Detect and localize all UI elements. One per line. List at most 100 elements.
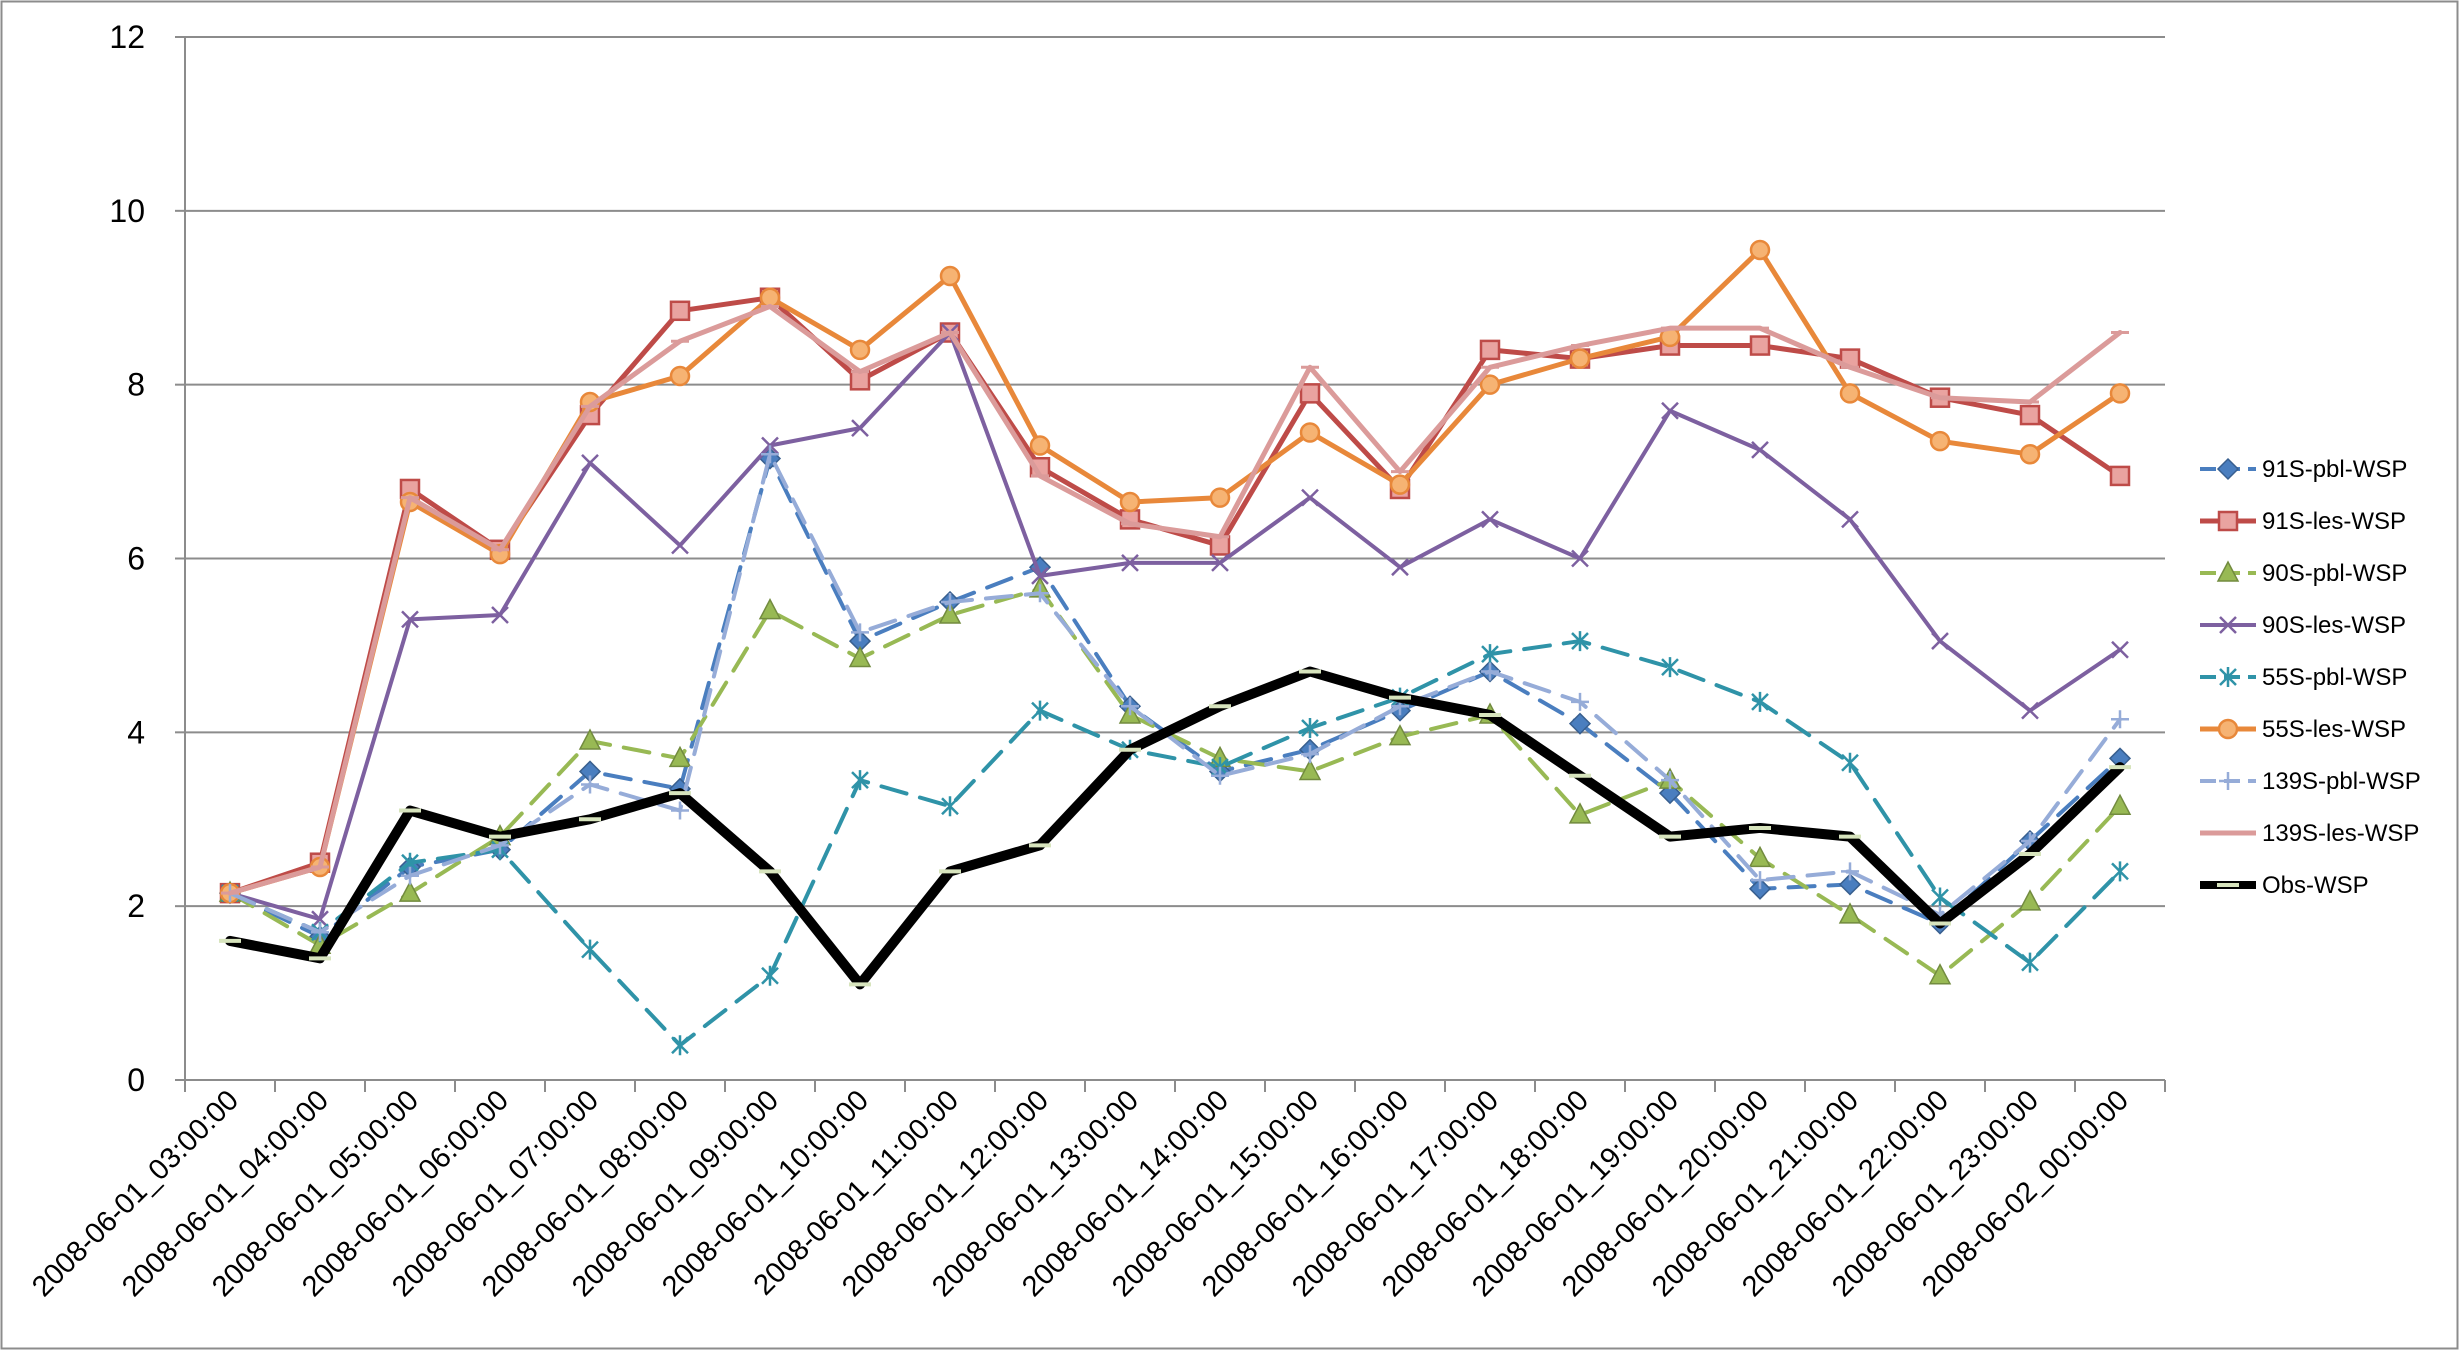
data-point: [398, 880, 422, 902]
series-line: [228, 639, 2122, 1048]
legend-label: 55S-les-WSP: [2262, 716, 2406, 743]
data-point: [849, 339, 871, 361]
data-point: [941, 796, 959, 817]
data-point: [1298, 758, 1322, 781]
data-point: [1568, 712, 1592, 735]
series-layer: [218, 239, 2132, 1056]
data-point: [2111, 861, 2129, 882]
data-point: [1661, 657, 1679, 678]
data-point: [1031, 566, 1049, 585]
legend: 91S-pbl-WSP 91S-les-WSP 90S-pbl-WSP 90S-les…: [2200, 456, 2421, 899]
data-point: [311, 923, 329, 942]
data-point: [671, 1035, 689, 1056]
data-point: [668, 745, 692, 768]
data-point: [2108, 793, 2132, 815]
legend-label: 139S-pbl-WSP: [2262, 768, 2421, 795]
data-point: [851, 419, 869, 438]
data-point: [1569, 348, 1591, 369]
data-point: [491, 606, 509, 624]
data-point: [938, 602, 962, 624]
data-point: [1479, 339, 1501, 361]
data-point: [1031, 700, 1049, 721]
data-point: [1751, 691, 1769, 712]
y-tick-label: 0: [127, 1062, 145, 1098]
data-point: [1929, 430, 1951, 452]
data-point: [1211, 553, 1229, 572]
data-point: [1301, 717, 1319, 738]
data-point: [2021, 701, 2039, 720]
data-point: [1751, 871, 1769, 890]
data-point: [1388, 724, 1412, 746]
data-point: [669, 300, 691, 322]
data-point: [2019, 404, 2041, 426]
legend-entry: 91S-les-WSP: [2200, 508, 2406, 535]
y-tick-label: 10: [109, 193, 145, 229]
legend-label: 91S-pbl-WSP: [2262, 456, 2407, 483]
data-point: [581, 775, 599, 794]
data-point: [1209, 487, 1231, 508]
legend-entry: 55S-les-WSP: [2200, 716, 2406, 743]
series-line: [228, 330, 2122, 922]
data-point: [758, 598, 782, 620]
series-line: [228, 586, 2122, 978]
data-point: [2111, 640, 2129, 659]
y-tick-label: 6: [127, 541, 145, 577]
data-point: [1748, 845, 1772, 868]
series-55S-pbl-WSP: [221, 631, 2129, 1056]
data-point: [1841, 752, 1859, 773]
data-point: [2217, 718, 2239, 740]
series-90S-pbl-WSP: [218, 576, 2132, 985]
series-Obs-WSP: [219, 666, 2131, 990]
data-point: [311, 910, 329, 929]
data-point: [1029, 435, 1051, 456]
data-point: [1571, 631, 1589, 652]
data-point: [671, 536, 689, 555]
series-55S-les-WSP: [219, 239, 2131, 904]
data-point: [851, 623, 869, 642]
data-point: [939, 265, 961, 287]
data-point: [1119, 491, 1141, 513]
data-point: [2219, 772, 2237, 790]
legend-entry: 55S-pbl-WSP: [2200, 664, 2407, 691]
y-tick-label: 12: [109, 19, 145, 55]
data-point: [581, 939, 599, 960]
data-point: [1661, 771, 1679, 790]
data-point: [1479, 374, 1501, 395]
data-point: [1841, 862, 1859, 881]
data-point: [1481, 662, 1499, 681]
data-point: [671, 801, 689, 820]
data-point: [1299, 383, 1321, 404]
data-point: [1301, 745, 1319, 764]
data-point: [1481, 510, 1499, 529]
data-point: [1838, 902, 1862, 924]
series-139S-pbl-WSP: [221, 445, 2129, 942]
data-point: [1751, 440, 1769, 459]
data-point: [1211, 766, 1229, 785]
data-point: [401, 866, 419, 885]
legend-entry: 90S-les-WSP: [2200, 612, 2406, 639]
data-point: [1389, 474, 1411, 495]
y-tick-label: 4: [127, 714, 145, 750]
data-point: [2217, 510, 2239, 532]
data-point: [2019, 443, 2041, 465]
legend-entry: Obs-WSP: [2200, 872, 2369, 899]
data-point: [1121, 697, 1139, 716]
data-point: [1481, 644, 1499, 665]
data-point: [1571, 692, 1589, 711]
data-point: [1661, 401, 1679, 420]
y-tick-label: 8: [127, 367, 145, 403]
data-point: [851, 770, 869, 791]
data-point: [1928, 963, 1952, 985]
data-point: [1299, 422, 1321, 443]
data-point: [581, 454, 599, 472]
legend-label: Obs-WSP: [2262, 872, 2369, 899]
data-point: [1749, 239, 1771, 261]
legend-label: 139S-les-WSP: [2262, 820, 2419, 847]
data-point: [1841, 510, 1859, 529]
series-line: [225, 666, 2125, 990]
series-line: [227, 303, 2123, 896]
data-point: [1391, 558, 1409, 577]
data-point: [1031, 584, 1049, 603]
data-point: [1931, 632, 1949, 650]
